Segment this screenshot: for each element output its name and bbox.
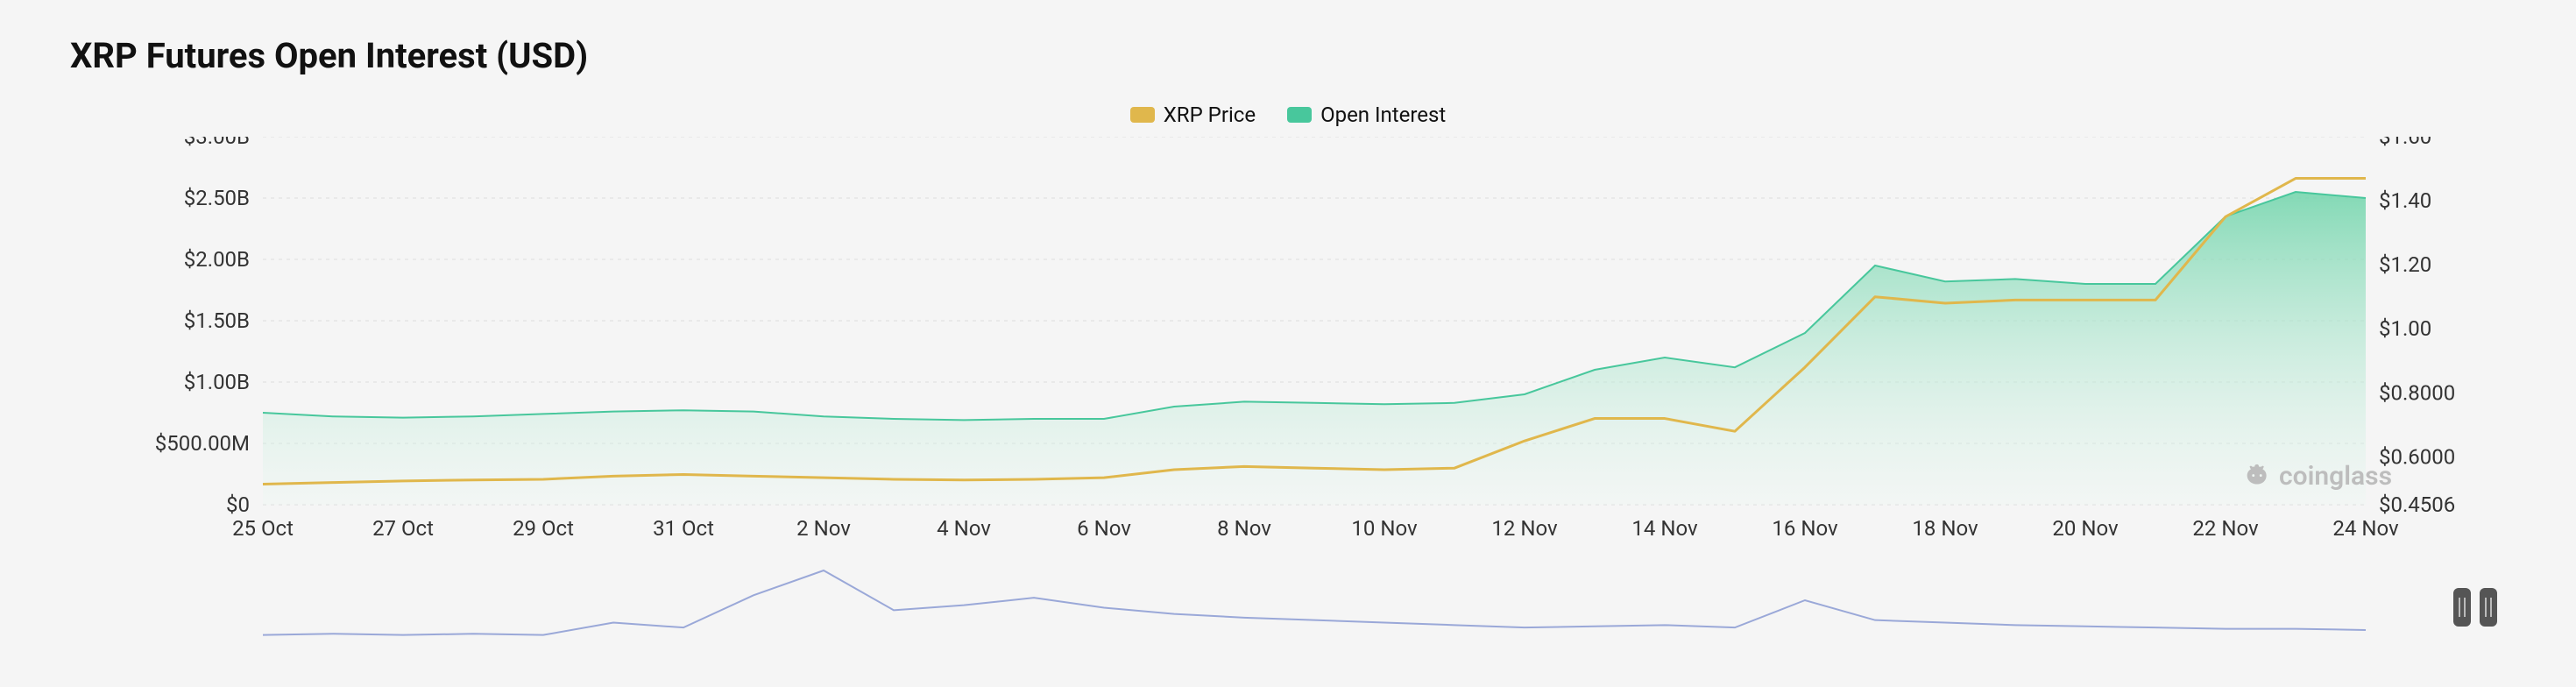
svg-text:$1.50B: $1.50B	[184, 308, 250, 333]
legend-swatch	[1287, 107, 1312, 123]
svg-text:20 Nov: 20 Nov	[2052, 516, 2119, 541]
svg-text:$2.50B: $2.50B	[184, 186, 250, 210]
brush-svg	[70, 557, 2506, 654]
chart-container: XRP Futures Open Interest (USD) XRP Pric…	[0, 0, 2576, 687]
svg-text:14 Nov: 14 Nov	[1631, 516, 1698, 541]
svg-text:$0: $0	[226, 492, 250, 517]
svg-text:22 Nov: 22 Nov	[2192, 516, 2259, 541]
svg-text:$1.20: $1.20	[2379, 252, 2431, 277]
chart-title: XRP Futures Open Interest (USD)	[70, 35, 2506, 76]
svg-text:$3.00B: $3.00B	[184, 137, 250, 149]
brush-chart[interactable]	[70, 557, 2506, 654]
svg-text:$0.6000: $0.6000	[2379, 444, 2455, 469]
legend-item[interactable]: XRP Price	[1130, 103, 1256, 127]
legend: XRP Price Open Interest	[70, 103, 2506, 128]
brush-handle-right[interactable]	[2480, 588, 2497, 627]
svg-text:$1.40: $1.40	[2379, 188, 2431, 213]
svg-text:$1.60: $1.60	[2379, 137, 2431, 149]
chart-svg: $0 $500.00M $1.00B $1.50B $2.00B $2.50B $3.00B…	[70, 137, 2506, 549]
svg-text:2 Nov: 2 Nov	[796, 516, 851, 541]
svg-text:24 Nov: 24 Nov	[2332, 516, 2399, 541]
brush-handle-left[interactable]	[2453, 588, 2471, 627]
legend-label: Open Interest	[1320, 103, 1446, 127]
svg-text:6 Nov: 6 Nov	[1077, 516, 1131, 541]
svg-text:27 Oct: 27 Oct	[372, 516, 434, 541]
main-chart: $0 $500.00M $1.00B $1.50B $2.00B $2.50B $3.00B…	[70, 137, 2506, 549]
svg-text:25 Oct: 25 Oct	[232, 516, 294, 541]
svg-text:4 Nov: 4 Nov	[937, 516, 991, 541]
svg-text:31 Oct: 31 Oct	[653, 516, 714, 541]
svg-text:16 Nov: 16 Nov	[1772, 516, 1838, 541]
svg-text:12 Nov: 12 Nov	[1491, 516, 1558, 541]
svg-text:8 Nov: 8 Nov	[1217, 516, 1271, 541]
svg-text:$2.00B: $2.00B	[184, 247, 250, 272]
svg-text:$1.00: $1.00	[2379, 316, 2431, 341]
svg-text:$0.8000: $0.8000	[2379, 380, 2455, 405]
svg-text:$0.4506: $0.4506	[2379, 492, 2455, 517]
svg-text:$1.00B: $1.00B	[184, 370, 250, 394]
svg-text:18 Nov: 18 Nov	[1912, 516, 1978, 541]
svg-text:29 Oct: 29 Oct	[513, 516, 574, 541]
svg-text:$500.00M: $500.00M	[155, 431, 250, 456]
legend-label: XRP Price	[1164, 103, 1256, 127]
svg-text:10 Nov: 10 Nov	[1351, 516, 1418, 541]
legend-item[interactable]: Open Interest	[1287, 103, 1446, 127]
legend-swatch	[1130, 107, 1155, 123]
